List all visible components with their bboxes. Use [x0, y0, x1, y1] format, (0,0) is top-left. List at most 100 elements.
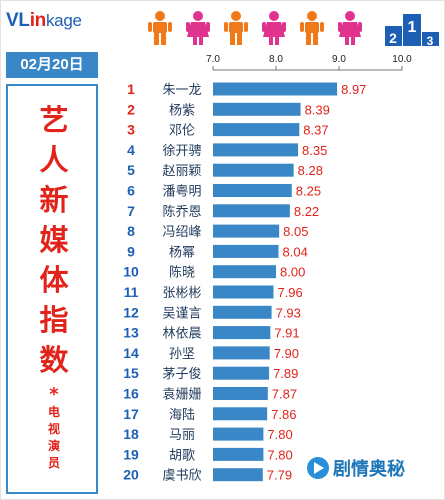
rank-number: 5	[127, 162, 135, 178]
bar	[213, 224, 280, 238]
value-label: 7.80	[267, 427, 292, 442]
x-tick-label: 7.0	[206, 54, 220, 65]
title-char: 人	[39, 143, 69, 177]
value-label: 8.04	[283, 244, 308, 259]
logo-part-vl: VL	[6, 10, 30, 31]
subtitle-char: 电	[47, 405, 60, 419]
rank-number: 10	[123, 264, 139, 280]
value-label: 8.39	[305, 102, 330, 117]
value-label: 7.86	[271, 407, 296, 422]
value-label: 8.37	[303, 123, 328, 138]
artist-name: 茅子俊	[162, 367, 201, 382]
sidebar-panel: 艺 人 新 媒 体 指 数 * 电 视 演 员	[6, 84, 98, 494]
artist-name: 袁姗姗	[162, 387, 201, 403]
value-label: 7.91	[274, 326, 299, 341]
female-icon	[262, 11, 286, 45]
male-icon	[224, 11, 248, 45]
rank-number: 3	[127, 122, 135, 138]
rank-number: 11	[124, 284, 139, 300]
bar	[213, 285, 274, 299]
value-label: 8.22	[294, 204, 319, 219]
value-label: 7.80	[267, 447, 292, 462]
value-label: 7.79	[267, 468, 292, 483]
artist-name: 邓伦	[169, 124, 195, 139]
value-label: 8.00	[280, 265, 305, 280]
bar	[213, 326, 271, 340]
x-tick-label: 8.0	[269, 54, 283, 65]
artist-name: 陈晓	[169, 265, 195, 281]
value-label: 8.97	[341, 82, 366, 97]
value-label: 8.35	[302, 143, 327, 158]
bar	[213, 163, 294, 177]
artist-name: 杨幂	[169, 245, 195, 260]
bar	[213, 265, 276, 279]
artist-name: 虞书欣	[162, 469, 201, 484]
rank-number: 16	[123, 386, 139, 402]
value-label: 8.28	[298, 163, 323, 178]
bar	[213, 468, 263, 482]
rank-number: 1	[127, 81, 135, 97]
people-icons	[148, 11, 362, 45]
bar	[213, 82, 338, 96]
rank-number: 14	[123, 345, 139, 361]
x-tick-label: 10.0	[392, 54, 412, 65]
male-icon	[148, 11, 172, 45]
female-icon	[186, 11, 210, 45]
bar	[213, 346, 270, 360]
rank-number: 4	[127, 142, 135, 158]
bar	[213, 204, 290, 218]
rank-number: 19	[123, 446, 139, 462]
artist-name: 杨紫	[169, 103, 195, 118]
female-icon	[338, 11, 362, 45]
bar	[213, 305, 272, 319]
subtitle-char: 视	[47, 422, 60, 436]
artist-name: 马丽	[169, 428, 195, 443]
brand-logo: VLinkage	[6, 10, 82, 32]
artist-name: 海陆	[169, 407, 195, 423]
rank-number: 12	[123, 304, 139, 320]
artist-name: 冯绍峰	[162, 225, 201, 240]
bar	[213, 143, 299, 157]
logo-part-in: in	[29, 10, 47, 31]
artist-name: 吴谨言	[162, 306, 201, 321]
male-icon	[300, 11, 324, 45]
artist-name: 林依晨	[162, 327, 201, 342]
value-label: 7.96	[277, 285, 302, 300]
rank-number: 2	[127, 101, 135, 117]
artist-name: 赵丽颖	[162, 164, 201, 179]
logo-part-kage: kage	[45, 11, 82, 30]
rank-number: 18	[123, 426, 139, 442]
rank-number: 7	[127, 203, 135, 219]
bar	[213, 244, 279, 258]
podium-icon: 2 1 3	[385, 14, 439, 48]
rank-number: 17	[123, 406, 139, 422]
watermark-text: 剧情奥秘	[333, 459, 405, 480]
sidebar-subtitle: 电 视 演 员	[8, 404, 100, 472]
subtitle-char: 员	[47, 456, 60, 470]
sidebar-title: 艺 人 新 媒 体 指 数	[8, 100, 100, 380]
artist-name: 胡歌	[169, 448, 195, 463]
bar	[213, 407, 268, 421]
bar	[213, 102, 301, 116]
title-char: 新	[39, 183, 69, 217]
artist-name: 潘粤明	[162, 184, 201, 200]
title-char: 指	[39, 303, 69, 337]
bar	[213, 366, 270, 380]
title-char: 艺	[39, 103, 69, 137]
star-mark: *	[49, 384, 59, 405]
rank-number: 15	[123, 365, 139, 381]
podium-number-3: 3	[427, 34, 434, 48]
podium-number-1: 1	[408, 19, 417, 36]
title-char: 体	[39, 263, 69, 297]
value-label: 8.05	[283, 224, 308, 239]
bar	[213, 427, 264, 441]
bar	[213, 387, 268, 400]
bar	[213, 184, 292, 197]
bar	[213, 447, 264, 461]
watermark: 剧情奥秘	[305, 455, 407, 481]
value-label: 7.89	[273, 366, 298, 381]
rank-number: 8	[127, 223, 135, 239]
value-label: 7.90	[274, 346, 299, 361]
rank-number: 13	[123, 325, 139, 341]
